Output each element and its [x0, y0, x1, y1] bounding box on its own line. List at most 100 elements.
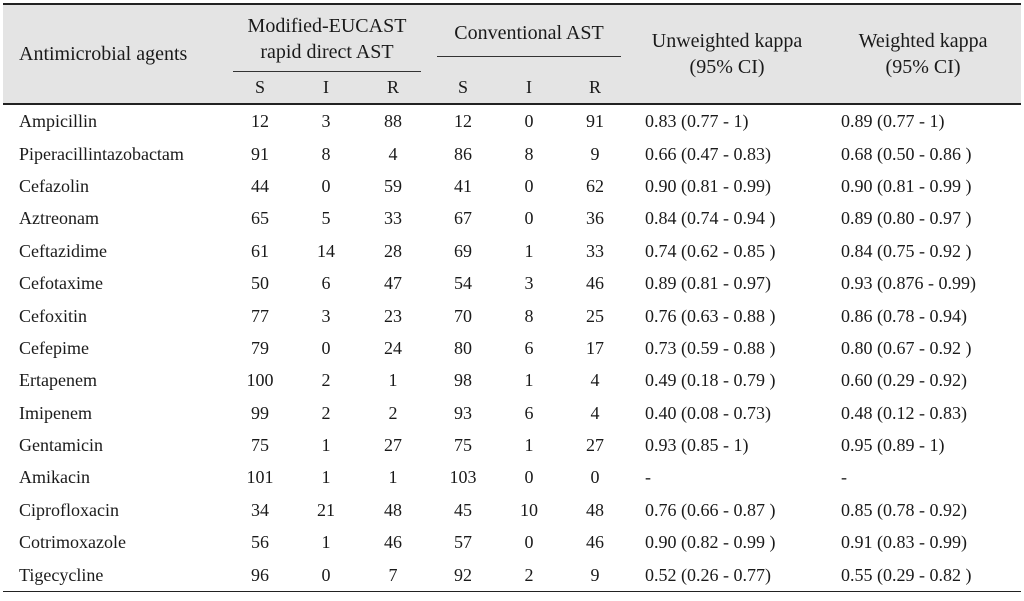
agent-name-cell: Cefepime [19, 337, 89, 358]
weighted-kappa-cell: 0.55 (0.29 - 0.82 ) [825, 558, 1022, 592]
header-weighted-kappa: Weighted kappa (95% CI) [825, 3, 1022, 104]
modified-s-cell: 50 [251, 273, 269, 294]
modified-i-cell: 1 [321, 532, 331, 553]
modified-s-cell: 77 [251, 305, 269, 326]
modified-r-cell: 27 [384, 435, 402, 456]
conventional-s-cell: 69 [454, 240, 473, 261]
conventional-i-cell: 6 [524, 402, 534, 423]
weighted-kappa-cell: 0.86 (0.78 - 0.94) [841, 305, 968, 326]
agent-name-cell: Gentamicin [19, 435, 103, 456]
unweighted-kappa-cell: 0.89 (0.81 - 0.97) [645, 273, 772, 294]
modified-i-cell: 3 [321, 111, 331, 132]
table-row: Ertapenem 100 2 1 98 1 4 0.49 (0.18 - 0.79 ) 0.6… [3, 364, 1021, 396]
unweighted-kappa-cell: 0.66 (0.47 - 0.83) [645, 143, 772, 164]
conventional-i-cell: 0 [524, 208, 534, 229]
table-row: Cotrimoxazole 56 1 46 57 0 46 0.90 (0.82 - 0.99… [3, 526, 1021, 558]
table-row: Ceftazidime 61 14 28 69 1 33 0.74 (0.62 - 0.85 … [3, 235, 1021, 267]
unweighted-kappa-cell: 0.84 (0.74 - 0.94 ) [645, 208, 776, 229]
table-row: Cefazolin 44 0 59 41 0 62 0.90 (0.81 - 0.99) 0.9… [3, 170, 1021, 202]
agent-name-cell: Imipenem [19, 402, 92, 423]
conventional-i-cell: 10 [520, 499, 539, 520]
table-body: Ampicillin 12 3 88 12 0 91 0.83 (0.77 - 1) 0.89 … [3, 104, 1022, 592]
conventional-r-cell: 46 [586, 273, 605, 294]
modified-i-cell: 6 [321, 273, 331, 294]
modified-i-cell: 2 [321, 370, 331, 391]
unweighted-kappa-cell: 0.90 (0.82 - 0.99 ) [645, 532, 776, 553]
weighted-kappa-cell: 0.91 (0.83 - 0.99) [841, 532, 968, 553]
modified-i-cell: 0 [321, 175, 331, 196]
modified-s-cell: 34 [251, 499, 269, 520]
agent-name-cell: Ampicillin [19, 111, 97, 132]
agent-name-cell: Cefazolin [19, 175, 89, 196]
table-row: Aztreonam 65 5 33 67 0 36 0.84 (0.74 - 0.94 ) 0.… [3, 202, 1021, 234]
modified-i-cell: 0 [321, 337, 331, 358]
unweighted-kappa-cell: 0.76 (0.66 - 0.87 ) [645, 499, 776, 520]
unweighted-kappa-cell: 0.93 (0.85 - 1) [645, 435, 749, 456]
unweighted-kappa-cell: 0.90 (0.81 - 0.99) [645, 175, 772, 196]
table-row: Ciprofloxacin 34 21 48 45 10 48 0.76 (0.66 - 0.… [3, 494, 1021, 526]
table-row: Amikacin 101 1 1 103 0 0 - - [3, 461, 1021, 493]
table-row: Imipenem 99 2 2 93 6 4 0.40 (0.08 - 0.73) 0.48 (… [3, 397, 1021, 429]
conventional-r-cell: 91 [586, 111, 605, 132]
conventional-s-cell: 80 [454, 337, 473, 358]
agent-name-cell: Amikacin [19, 467, 90, 488]
modified-s-cell: 91 [251, 143, 269, 164]
unweighted-kappa-cell: 0.40 (0.08 - 0.73) [645, 402, 772, 423]
modified-r-cell: 47 [384, 273, 402, 294]
header-i: I [497, 72, 562, 105]
header-i: I [295, 72, 357, 105]
unweighted-kappa-cell: 0.74 (0.62 - 0.85 ) [645, 240, 776, 261]
header-s: S [429, 72, 498, 105]
table-row: Gentamicin 75 1 27 75 1 27 0.93 (0.85 - 1) 0.95 … [3, 429, 1021, 461]
agent-name-cell: Ciprofloxacin [19, 499, 119, 520]
modified-s-cell: 61 [251, 240, 269, 261]
weighted-kappa-cell: 0.84 (0.75 - 0.92 ) [841, 240, 972, 261]
conventional-s-cell: 41 [454, 175, 473, 196]
conventional-s-cell: 57 [454, 532, 473, 553]
weighted-kappa-cell: 0.60 (0.29 - 0.92) [841, 370, 968, 391]
header-r: R [561, 72, 630, 105]
modified-s-cell: 96 [225, 558, 295, 592]
modified-s-cell: 12 [251, 111, 269, 132]
conventional-s-cell: 45 [454, 499, 473, 520]
table-row: Cefotaxime 50 6 47 54 3 46 0.89 (0.81 - 0.97) 0.… [3, 267, 1021, 299]
conventional-r-cell: 33 [586, 240, 605, 261]
modified-i-cell: 1 [321, 435, 331, 456]
weighted-kappa-cell: 0.80 (0.67 - 0.92 ) [841, 337, 972, 358]
header-s: S [225, 72, 295, 105]
agent-name-cell: Cefoxitin [19, 305, 87, 326]
table-row: Ampicillin 12 3 88 12 0 91 0.83 (0.77 - 1) 0.89 … [3, 104, 1021, 137]
modified-s-cell: 79 [251, 337, 269, 358]
conventional-r-cell: 25 [586, 305, 605, 326]
modified-r-cell: 33 [384, 208, 402, 229]
conventional-i-cell: 1 [524, 435, 534, 456]
conventional-i-cell: 8 [524, 305, 534, 326]
agent-name-cell: Cotrimoxazole [19, 532, 126, 553]
weighted-kappa-cell: 0.90 (0.81 - 0.99 ) [841, 175, 972, 196]
modified-s-cell: 75 [251, 435, 269, 456]
header-unweighted-kappa: Unweighted kappa (95% CI) [629, 3, 826, 104]
agent-name-cell: Cefotaxime [19, 273, 103, 294]
modified-r-cell: 28 [384, 240, 402, 261]
conventional-s-cell: 86 [454, 143, 473, 164]
unweighted-kappa-cell: 0.76 (0.63 - 0.88 ) [645, 305, 776, 326]
agent-name-cell: Ertapenem [19, 370, 97, 391]
modified-i-cell: 14 [317, 240, 335, 261]
table-row: Cefoxitin 77 3 23 70 8 25 0.76 (0.63 - 0.88 ) 0.… [3, 299, 1021, 331]
modified-r-cell: 24 [384, 337, 402, 358]
modified-i-cell: 5 [321, 208, 331, 229]
conventional-s-cell: 54 [454, 273, 473, 294]
conventional-s-cell: 98 [454, 370, 473, 391]
conventional-r-cell: 17 [586, 337, 605, 358]
modified-r-cell: 1 [388, 467, 398, 488]
weighted-kappa-cell: 0.68 (0.50 - 0.86 ) [841, 143, 972, 164]
conventional-i-cell: 2 [497, 558, 562, 592]
conventional-r-cell: 4 [590, 402, 600, 423]
header-agents: Antimicrobial agents [3, 3, 225, 104]
weighted-kappa-cell: 0.85 (0.78 - 0.92) [841, 499, 968, 520]
header-conventional-ast-label: Conventional AST [437, 20, 622, 57]
conventional-s-cell: 75 [454, 435, 473, 456]
header-modified-eucast: Modified-EUCAST rapid direct AST [225, 3, 430, 72]
modified-i-cell: 3 [321, 305, 331, 326]
unweighted-kappa-cell: 0.49 (0.18 - 0.79 ) [645, 370, 776, 391]
